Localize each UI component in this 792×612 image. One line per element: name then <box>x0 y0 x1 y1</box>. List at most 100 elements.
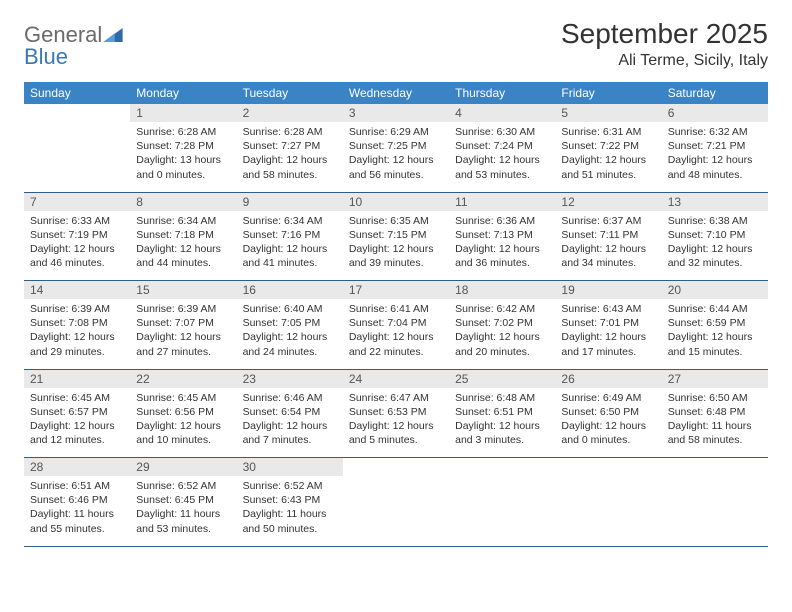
sunrise-text: Sunrise: 6:29 AM <box>349 125 443 139</box>
day-cell: Sunrise: 6:30 AMSunset: 7:24 PMDaylight:… <box>449 122 555 192</box>
day-cell: Sunrise: 6:52 AMSunset: 6:43 PMDaylight:… <box>237 476 343 546</box>
day-content-row: Sunrise: 6:28 AMSunset: 7:28 PMDaylight:… <box>24 122 768 192</box>
sunrise-text: Sunrise: 6:32 AM <box>668 125 762 139</box>
day-number: 8 <box>130 192 236 211</box>
day-number: 17 <box>343 281 449 300</box>
daylight-text: Daylight: 11 hours and 50 minutes. <box>243 507 337 535</box>
sunset-text: Sunset: 6:46 PM <box>30 493 124 507</box>
day-cell <box>24 122 130 192</box>
day-cell: Sunrise: 6:51 AMSunset: 6:46 PMDaylight:… <box>24 476 130 546</box>
weekday-header-row: Sunday Monday Tuesday Wednesday Thursday… <box>24 82 768 104</box>
daylight-text: Daylight: 12 hours and 15 minutes. <box>668 330 762 358</box>
sunset-text: Sunset: 7:15 PM <box>349 228 443 242</box>
sunrise-text: Sunrise: 6:39 AM <box>30 302 124 316</box>
sunset-text: Sunset: 6:45 PM <box>136 493 230 507</box>
day-number: 1 <box>130 104 236 122</box>
sunrise-text: Sunrise: 6:41 AM <box>349 302 443 316</box>
sunset-text: Sunset: 6:56 PM <box>136 405 230 419</box>
day-number: 22 <box>130 369 236 388</box>
sunrise-text: Sunrise: 6:40 AM <box>243 302 337 316</box>
day-number: 3 <box>343 104 449 122</box>
daylight-text: Daylight: 12 hours and 44 minutes. <box>136 242 230 270</box>
day-cell <box>662 476 768 546</box>
daylight-text: Daylight: 12 hours and 51 minutes. <box>561 153 655 181</box>
day-number <box>662 458 768 477</box>
day-number: 2 <box>237 104 343 122</box>
daylight-text: Daylight: 12 hours and 24 minutes. <box>243 330 337 358</box>
day-number <box>24 104 130 122</box>
day-number: 19 <box>555 281 661 300</box>
sunset-text: Sunset: 7:11 PM <box>561 228 655 242</box>
sunrise-text: Sunrise: 6:52 AM <box>136 479 230 493</box>
day-number: 21 <box>24 369 130 388</box>
day-cell: Sunrise: 6:43 AMSunset: 7:01 PMDaylight:… <box>555 299 661 369</box>
sunrise-text: Sunrise: 6:37 AM <box>561 214 655 228</box>
daylight-text: Daylight: 12 hours and 12 minutes. <box>30 419 124 447</box>
daylight-text: Daylight: 12 hours and 53 minutes. <box>455 153 549 181</box>
weekday-header: Thursday <box>449 82 555 104</box>
daylight-text: Daylight: 11 hours and 58 minutes. <box>668 419 762 447</box>
sunset-text: Sunset: 7:10 PM <box>668 228 762 242</box>
weekday-header: Tuesday <box>237 82 343 104</box>
day-number: 12 <box>555 192 661 211</box>
daynum-row: 123456 <box>24 104 768 122</box>
day-number: 24 <box>343 369 449 388</box>
sunset-text: Sunset: 7:22 PM <box>561 139 655 153</box>
sunset-text: Sunset: 7:24 PM <box>455 139 549 153</box>
day-cell: Sunrise: 6:34 AMSunset: 7:18 PMDaylight:… <box>130 211 236 281</box>
sunset-text: Sunset: 7:07 PM <box>136 316 230 330</box>
sunset-text: Sunset: 7:28 PM <box>136 139 230 153</box>
day-number: 14 <box>24 281 130 300</box>
sunrise-text: Sunrise: 6:34 AM <box>243 214 337 228</box>
daylight-text: Daylight: 12 hours and 7 minutes. <box>243 419 337 447</box>
daylight-text: Daylight: 12 hours and 32 minutes. <box>668 242 762 270</box>
day-cell: Sunrise: 6:47 AMSunset: 6:53 PMDaylight:… <box>343 388 449 458</box>
day-cell: Sunrise: 6:41 AMSunset: 7:04 PMDaylight:… <box>343 299 449 369</box>
day-cell: Sunrise: 6:50 AMSunset: 6:48 PMDaylight:… <box>662 388 768 458</box>
day-cell: Sunrise: 6:52 AMSunset: 6:45 PMDaylight:… <box>130 476 236 546</box>
daynum-row: 282930 <box>24 458 768 477</box>
sunrise-text: Sunrise: 6:45 AM <box>136 391 230 405</box>
sunrise-text: Sunrise: 6:42 AM <box>455 302 549 316</box>
daylight-text: Daylight: 12 hours and 27 minutes. <box>136 330 230 358</box>
day-cell: Sunrise: 6:39 AMSunset: 7:08 PMDaylight:… <box>24 299 130 369</box>
sunset-text: Sunset: 7:04 PM <box>349 316 443 330</box>
day-number: 9 <box>237 192 343 211</box>
daylight-text: Daylight: 12 hours and 56 minutes. <box>349 153 443 181</box>
day-cell: Sunrise: 6:38 AMSunset: 7:10 PMDaylight:… <box>662 211 768 281</box>
daylight-text: Daylight: 12 hours and 10 minutes. <box>136 419 230 447</box>
day-cell: Sunrise: 6:33 AMSunset: 7:19 PMDaylight:… <box>24 211 130 281</box>
daylight-text: Daylight: 11 hours and 55 minutes. <box>30 507 124 535</box>
day-number: 20 <box>662 281 768 300</box>
sunrise-text: Sunrise: 6:44 AM <box>668 302 762 316</box>
daylight-text: Daylight: 12 hours and 17 minutes. <box>561 330 655 358</box>
day-cell: Sunrise: 6:28 AMSunset: 7:28 PMDaylight:… <box>130 122 236 192</box>
sunset-text: Sunset: 6:54 PM <box>243 405 337 419</box>
sunset-text: Sunset: 7:18 PM <box>136 228 230 242</box>
daylight-text: Daylight: 12 hours and 29 minutes. <box>30 330 124 358</box>
calendar-table: Sunday Monday Tuesday Wednesday Thursday… <box>24 82 768 547</box>
daylight-text: Daylight: 12 hours and 20 minutes. <box>455 330 549 358</box>
weekday-header: Wednesday <box>343 82 449 104</box>
day-number: 25 <box>449 369 555 388</box>
sunrise-text: Sunrise: 6:48 AM <box>455 391 549 405</box>
sunrise-text: Sunrise: 6:47 AM <box>349 391 443 405</box>
day-cell: Sunrise: 6:32 AMSunset: 7:21 PMDaylight:… <box>662 122 768 192</box>
day-number <box>449 458 555 477</box>
weekday-header: Saturday <box>662 82 768 104</box>
day-number: 10 <box>343 192 449 211</box>
daylight-text: Daylight: 12 hours and 36 minutes. <box>455 242 549 270</box>
logo-text-blue: Blue <box>24 44 68 69</box>
day-content-row: Sunrise: 6:45 AMSunset: 6:57 PMDaylight:… <box>24 388 768 458</box>
daylight-text: Daylight: 12 hours and 22 minutes. <box>349 330 443 358</box>
sunrise-text: Sunrise: 6:36 AM <box>455 214 549 228</box>
day-number: 18 <box>449 281 555 300</box>
day-cell <box>555 476 661 546</box>
sunrise-text: Sunrise: 6:28 AM <box>136 125 230 139</box>
sunrise-text: Sunrise: 6:31 AM <box>561 125 655 139</box>
weekday-header: Sunday <box>24 82 130 104</box>
daynum-row: 14151617181920 <box>24 281 768 300</box>
daylight-text: Daylight: 13 hours and 0 minutes. <box>136 153 230 181</box>
daylight-text: Daylight: 12 hours and 58 minutes. <box>243 153 337 181</box>
sunrise-text: Sunrise: 6:28 AM <box>243 125 337 139</box>
